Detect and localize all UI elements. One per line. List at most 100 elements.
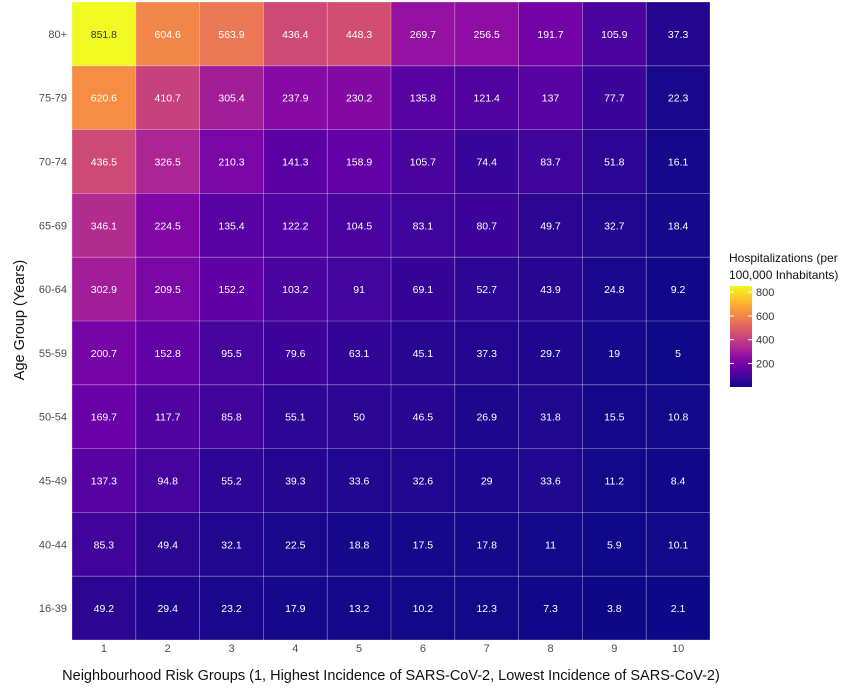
cell-value-label: 85.8	[221, 412, 242, 424]
cell-value-label: 91	[353, 284, 365, 296]
cell-value-label: 305.4	[218, 93, 244, 105]
y-axis-title: Age Group (Years)	[12, 260, 28, 380]
y-tick-label: 16-39	[39, 603, 67, 615]
cell-value-label: 169.7	[91, 412, 117, 424]
cell-value-label: 22.5	[285, 539, 306, 551]
cell-value-label: 16.1	[668, 157, 689, 169]
cell-value-label: 17.5	[413, 539, 434, 551]
heatmap-cell	[646, 321, 710, 385]
cell-value-label: 37.3	[668, 29, 689, 41]
x-tick-label: 7	[484, 643, 490, 655]
cell-value-label: 2.1	[671, 603, 686, 615]
heatmap-cell	[72, 2, 136, 66]
cell-value-label: 79.6	[285, 348, 306, 360]
x-tick-labels: 1 2 3 4 5 6 7 8 9 10	[101, 643, 684, 655]
heatmap-cell	[646, 576, 710, 640]
heatmap-cell	[72, 193, 136, 258]
cell-value-label: 80.7	[476, 220, 497, 232]
heatmap-cell	[199, 321, 264, 385]
cell-value-label: 346.1	[91, 220, 117, 232]
heatmap-cell	[135, 129, 200, 194]
cell-value-label: 7.3	[543, 603, 558, 615]
heatmap-cell	[518, 321, 583, 385]
heatmap-cell	[135, 384, 200, 449]
color-legend: Hospitalizations (per 100,000 Inhabitant…	[729, 251, 838, 387]
cell-value-label: 5	[675, 348, 681, 360]
heatmap-cell	[518, 576, 583, 640]
cell-value-label: 152.2	[218, 284, 244, 296]
cell-value-label: 26.9	[476, 412, 497, 424]
cell-value-label: 436.5	[91, 157, 117, 169]
cell-value-label: 105.9	[601, 29, 627, 41]
heatmap-cell	[454, 576, 519, 640]
heatmap-cell	[454, 193, 519, 258]
heatmap-cell	[72, 512, 136, 577]
cell-value-label: 46.5	[413, 412, 434, 424]
x-tick-label: 9	[611, 643, 617, 655]
y-tick-label: 55-59	[39, 348, 67, 360]
heatmap-cell	[327, 321, 391, 385]
heatmap-cell	[327, 384, 391, 449]
heatmap-cell	[454, 384, 519, 449]
heatmap-cell	[135, 65, 200, 130]
heatmap-cell	[72, 384, 136, 449]
heatmap-cell	[135, 2, 200, 66]
cell-value-label: 74.4	[476, 157, 497, 169]
cell-value-label: 55.1	[285, 412, 306, 424]
cell-value-label: 55.2	[221, 476, 242, 488]
cell-value-label: 152.8	[155, 348, 181, 360]
heatmap-cell	[327, 193, 391, 258]
heatmap-cell	[582, 576, 647, 640]
heatmap-cell	[327, 512, 391, 577]
heatmap-cell	[199, 65, 264, 130]
heatmap-cell	[646, 129, 710, 194]
heatmap-cell	[454, 65, 519, 130]
heatmap-cell	[72, 65, 136, 130]
cell-value-label: 103.2	[282, 284, 308, 296]
heatmap-cells	[72, 2, 710, 640]
cell-value-label: 210.3	[218, 157, 244, 169]
cell-value-label: 5.9	[607, 539, 622, 551]
cell-value-label: 24.8	[604, 284, 625, 296]
heatmap-cell	[518, 2, 583, 66]
heatmap-cell	[391, 384, 455, 449]
heatmap-cell	[199, 512, 264, 577]
heatmap-cell	[263, 384, 328, 449]
heatmap-cell	[135, 257, 200, 321]
cell-value-label: 23.2	[221, 603, 242, 615]
heatmap-cell	[199, 384, 264, 449]
cell-value-label: 32.7	[604, 220, 625, 232]
cell-value-label: 52.7	[476, 284, 497, 296]
heatmap-cell	[263, 193, 328, 258]
cell-value-label: 121.4	[474, 93, 500, 105]
legend-title-line-1: Hospitalizations (per	[729, 251, 838, 265]
cell-value-label: 209.5	[155, 284, 181, 296]
heatmap-cell	[72, 448, 136, 513]
heatmap-cell	[518, 129, 583, 194]
heatmap-cell	[327, 2, 391, 66]
heatmap-cell	[582, 193, 647, 258]
heatmap-cell	[199, 2, 264, 66]
cell-value-label: 10.8	[668, 412, 689, 424]
cell-value-label: 31.8	[540, 412, 561, 424]
cell-value-label: 49.2	[94, 603, 115, 615]
cell-value-label: 39.3	[285, 476, 306, 488]
cell-value-label: 33.6	[540, 476, 561, 488]
cell-value-label: 19	[608, 348, 620, 360]
cell-value-label: 18.4	[668, 220, 689, 232]
heatmap-cell	[391, 257, 455, 321]
heatmap-cell	[518, 512, 583, 577]
heatmap-cell	[72, 129, 136, 194]
heatmap-cell	[263, 321, 328, 385]
legend-tick-label: 200	[756, 358, 774, 370]
heatmap-cell	[646, 384, 710, 449]
heatmap-cell	[454, 129, 519, 194]
heatmap-cell	[454, 321, 519, 385]
cell-value-label: 69.1	[413, 284, 434, 296]
heatmap-cell	[263, 2, 328, 66]
cell-value-label: 256.5	[474, 29, 500, 41]
cell-value-label: 49.4	[157, 539, 178, 551]
heatmap-cell	[646, 448, 710, 513]
heatmap-cell	[391, 129, 455, 194]
cell-value-label: 8.4	[671, 476, 686, 488]
